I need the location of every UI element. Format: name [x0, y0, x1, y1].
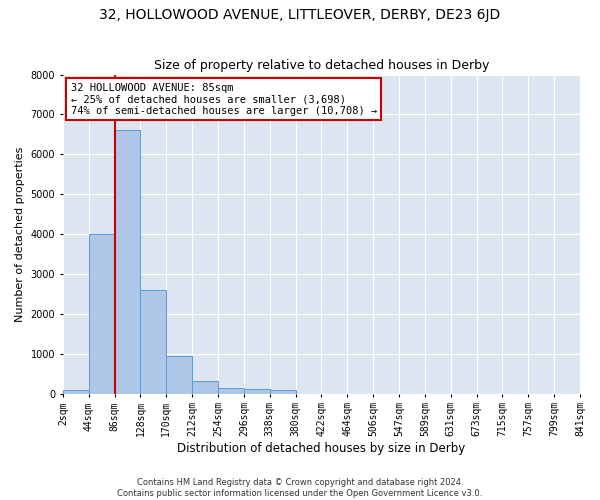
Bar [218, 388, 244, 394]
Bar [244, 389, 269, 394]
Text: 32, HOLLOWOOD AVENUE, LITTLEOVER, DERBY, DE23 6JD: 32, HOLLOWOOD AVENUE, LITTLEOVER, DERBY,… [100, 8, 500, 22]
Bar [89, 234, 115, 394]
Title: Size of property relative to detached houses in Derby: Size of property relative to detached ho… [154, 59, 489, 72]
Bar [166, 356, 192, 394]
Text: Contains HM Land Registry data © Crown copyright and database right 2024.
Contai: Contains HM Land Registry data © Crown c… [118, 478, 482, 498]
X-axis label: Distribution of detached houses by size in Derby: Distribution of detached houses by size … [177, 442, 466, 455]
Bar [269, 390, 296, 394]
Bar [63, 390, 89, 394]
Text: 32 HOLLOWOOD AVENUE: 85sqm
← 25% of detached houses are smaller (3,698)
74% of s: 32 HOLLOWOOD AVENUE: 85sqm ← 25% of deta… [71, 82, 377, 116]
Bar [115, 130, 140, 394]
Y-axis label: Number of detached properties: Number of detached properties [15, 146, 25, 322]
Bar [140, 290, 166, 394]
Bar [192, 381, 218, 394]
